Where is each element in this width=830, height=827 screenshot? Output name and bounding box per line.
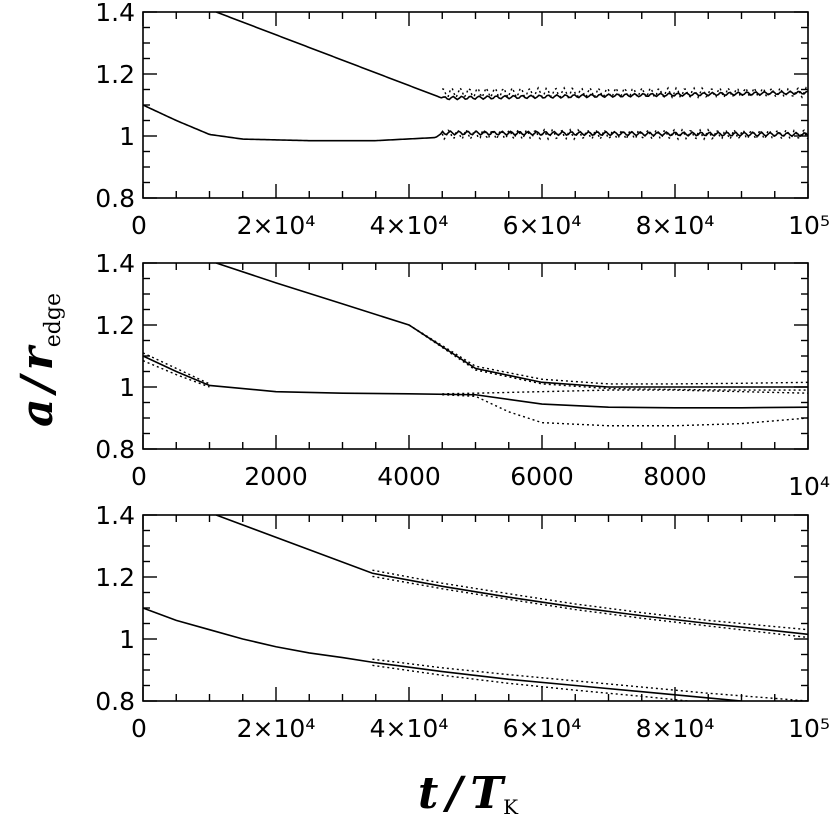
panel-3-y-tick-label: 1.4 (95, 501, 135, 530)
panel-3-ticks (142, 514, 809, 702)
panel-2-series-1-solid (215, 263, 808, 388)
panel-1-y-tick-label: 0.8 (95, 184, 135, 213)
y-axis-label-sub: edge (41, 293, 66, 347)
panel-2-y-tick-label: 0.8 (95, 435, 135, 464)
panel-3-y-tick-label: 1 (119, 625, 135, 654)
panel-2: 0 2000 4000 6000 8000 10⁴ 0.8 1 1.2 1.4 (95, 249, 830, 501)
panel-2-series-3-dotted (408, 324, 808, 391)
panel-3-x-tick-label: 4×10⁴ (370, 714, 449, 743)
y-axis-label-main: a (12, 398, 63, 427)
y-axis-label-slash: / (12, 372, 63, 396)
panel-2-x-tick-label: 8000 (643, 462, 707, 491)
panel-1-y-tick-label: 1 (119, 122, 135, 151)
panel-3-series (143, 515, 808, 701)
panel-2-series-2-dotted (408, 324, 808, 385)
y-axis-label-var: r (12, 344, 63, 370)
panel-3-series-2-dotted (372, 569, 808, 631)
panel-3-series-4-solid (143, 607, 742, 701)
panel-1-series-1-solid (215, 12, 808, 101)
panel-2-frame (142, 262, 809, 450)
panel-3-x-tick-label: 2×10⁴ (237, 714, 316, 743)
panel-2-y-tick-label: 1.2 (95, 311, 135, 340)
panel-2-x-tick-label: 4000 (377, 462, 441, 491)
panel-3-y-tick-label: 1.2 (95, 563, 135, 592)
panel-1-x-tick-label: 2×10⁴ (237, 211, 316, 240)
panel-1-x-tick-label: 0 (131, 211, 147, 240)
panel-3-x-tick-label: 0 (131, 714, 147, 743)
panel-3-series-5-dotted (372, 658, 808, 701)
y-axis-label: a/redge (12, 293, 66, 427)
panel-3-series-3-dotted (372, 575, 808, 639)
panel-3-x-tick-label: 10⁵ (788, 714, 830, 743)
panel-1-frame (142, 11, 809, 199)
panel-3-series-6-dotted (372, 664, 689, 701)
panel-2-series-8-dotted (442, 394, 808, 427)
panel-3-y-tick-label: 0.8 (95, 687, 135, 716)
panel-3-series-1-solid (215, 515, 808, 636)
panel-1-series-2-dotted (441, 86, 808, 99)
panel-2-y-tick-label: 1.4 (95, 249, 135, 278)
panel-2-ticks (142, 262, 809, 450)
panel-2-series-5-dotted (143, 352, 210, 385)
panel-1-x-tick-label: 4×10⁴ (370, 211, 449, 240)
x-axis-label: t / TK (418, 768, 519, 819)
panel-2-series-4-solid (143, 355, 808, 409)
x-axis-label-var: T (470, 768, 506, 819)
panel-3: 0 2×10⁴ 4×10⁴ 6×10⁴ 8×10⁴ 10⁵ 0.8 1 1.2 1.4 (95, 501, 830, 743)
panel-3-x-tick-label: 6×10⁴ (503, 714, 582, 743)
panel-2-x-tick-label: 0 (131, 462, 147, 491)
panel-1-ticks (142, 11, 809, 199)
panel-1-y-tick-label: 1.4 (95, 0, 135, 27)
panel-3-x-tick-label: 8×10⁴ (636, 714, 715, 743)
panel-2-x-tick-label: 6000 (510, 462, 574, 491)
panel-2-series-6-dotted (143, 360, 210, 388)
panel-2-x-tick-label: 2000 (244, 462, 308, 491)
panel-1: 0 2×10⁴ 4×10⁴ 6×10⁴ 8×10⁴ 10⁵ 0.8 1 1.2 1.4 (95, 0, 830, 240)
panel-2-x-axis-multiplier: 10⁴ (788, 472, 830, 501)
panel-2-series (143, 263, 808, 427)
x-axis-label-sub: K (503, 795, 519, 819)
panel-1-x-tick-label: 6×10⁴ (503, 211, 582, 240)
panel-1-x-tick-label: 8×10⁴ (636, 211, 715, 240)
panel-2-y-tick-label: 1 (119, 373, 135, 402)
panel-3-frame (142, 514, 809, 702)
panel-1-series-3-solid (143, 104, 808, 142)
panel-1-x-tick-label: 10⁵ (788, 211, 830, 240)
panel-2-series-7-dotted (442, 389, 808, 395)
panel-1-series (143, 12, 808, 142)
x-axis-label-slash: / (442, 768, 466, 819)
panel-1-series-4-dotted (441, 128, 808, 141)
panel-1-y-tick-label: 1.2 (95, 60, 135, 89)
x-axis-label-main: t (418, 768, 438, 819)
